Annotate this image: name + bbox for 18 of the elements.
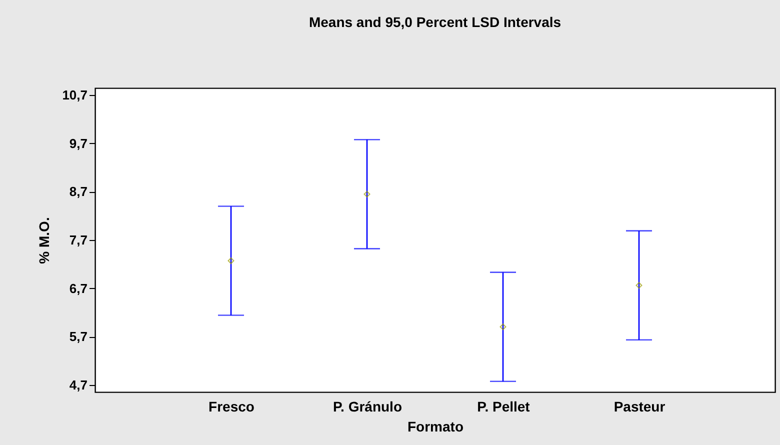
y-tick-label: 9,7 (69, 136, 88, 151)
y-tick-label: 8,7 (69, 184, 88, 200)
point (636, 282, 642, 289)
point (500, 324, 506, 330)
x-axis-title: Formato (408, 418, 464, 434)
y-tick-label: 6,7 (69, 280, 88, 296)
y-tick-label: 5,7 (69, 329, 88, 344)
chart-title: Means and 95,0 Percent LSD Intervals (308, 14, 562, 30)
point (364, 190, 370, 198)
x-tick-label: P. Pellet (477, 398, 530, 414)
y-tick-label: 7,7 (69, 232, 88, 248)
x-tick-label: P. Gránulo (333, 398, 402, 414)
x-tick-label: Fresco (208, 398, 254, 414)
y-tick-label: 10,7 (62, 88, 88, 103)
y-tick-label: 4,7 (69, 377, 88, 392)
x-tick-label: Pasteur (614, 398, 666, 414)
y-axis-title: % M.O. (36, 217, 52, 264)
point (228, 258, 234, 264)
